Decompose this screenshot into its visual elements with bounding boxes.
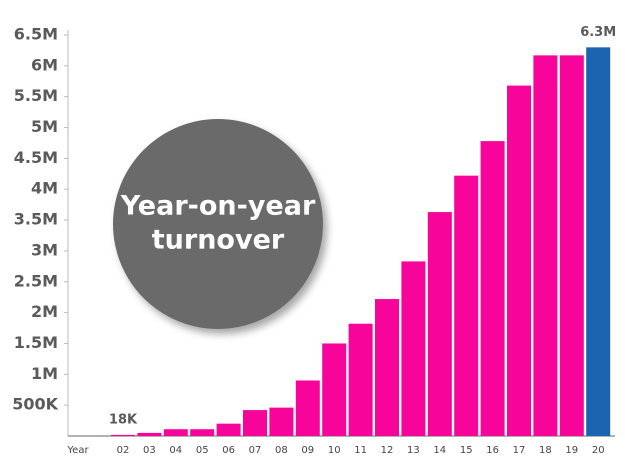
bar xyxy=(322,343,347,436)
y-tick-label: 1.5M xyxy=(14,333,58,352)
x-tick-label: 08 xyxy=(275,445,288,456)
bar xyxy=(269,407,294,436)
x-tick-label: 05 xyxy=(196,445,209,456)
x-tick-label: 14 xyxy=(433,445,446,456)
x-tick-label: 07 xyxy=(249,445,262,456)
y-tick-label: 5M xyxy=(31,117,58,136)
y-tick-label: 2.5M xyxy=(14,271,58,290)
bar xyxy=(533,55,558,437)
annotation: Year-on-year xyxy=(120,191,316,222)
bar xyxy=(507,85,531,436)
x-tick-label: 02 xyxy=(117,445,130,456)
y-tick-label: 2M xyxy=(31,302,58,321)
y-tick-label: 3M xyxy=(31,240,58,259)
bar xyxy=(586,47,611,436)
bar xyxy=(111,434,135,436)
bar xyxy=(163,429,188,436)
value-label: 18K xyxy=(109,412,138,427)
bar xyxy=(295,380,320,436)
x-tick-label: 12 xyxy=(381,445,394,456)
y-tick-label: 4M xyxy=(31,179,58,198)
bar xyxy=(216,423,241,436)
y-tick-label: 6M xyxy=(31,55,58,74)
annotation: turnover xyxy=(152,225,285,256)
x-tick-label: 18 xyxy=(539,445,552,456)
x-tick-label: 06 xyxy=(222,445,235,456)
y-tick-label: 3.5M xyxy=(14,210,58,229)
value-label: 6.3M xyxy=(580,25,616,40)
x-tick-label: 13 xyxy=(407,445,420,456)
bar xyxy=(480,141,505,436)
x-tick-label: 10 xyxy=(328,445,341,456)
bar xyxy=(375,299,399,436)
x-tick-label: 17 xyxy=(513,445,526,456)
x-tick-label: 11 xyxy=(354,445,367,456)
y-tick-label: 5.5M xyxy=(14,86,58,105)
x-tick-label: 15 xyxy=(460,445,473,456)
bar xyxy=(243,410,267,436)
x-tick-label: 09 xyxy=(301,445,314,456)
bar xyxy=(348,323,373,436)
x-tick-label: 19 xyxy=(565,445,578,456)
bar xyxy=(401,261,426,436)
y-tick-label: 1M xyxy=(31,364,58,383)
x-tick-label: 16 xyxy=(486,445,499,456)
y-tick-label: 500K xyxy=(12,395,58,414)
x-tick-label: 20 xyxy=(592,445,605,456)
bar xyxy=(559,55,584,437)
x-tick-label: 03 xyxy=(143,445,156,456)
bar xyxy=(190,429,215,436)
x-tick-label: 04 xyxy=(169,445,182,456)
bar xyxy=(137,432,162,436)
y-tick-label: 6.5M xyxy=(14,25,58,44)
y-tick-label: 4.5M xyxy=(14,148,58,167)
x-axis-label: Year xyxy=(66,445,89,456)
annotation-circle xyxy=(113,119,323,329)
bar xyxy=(427,212,452,436)
bar xyxy=(454,175,479,437)
